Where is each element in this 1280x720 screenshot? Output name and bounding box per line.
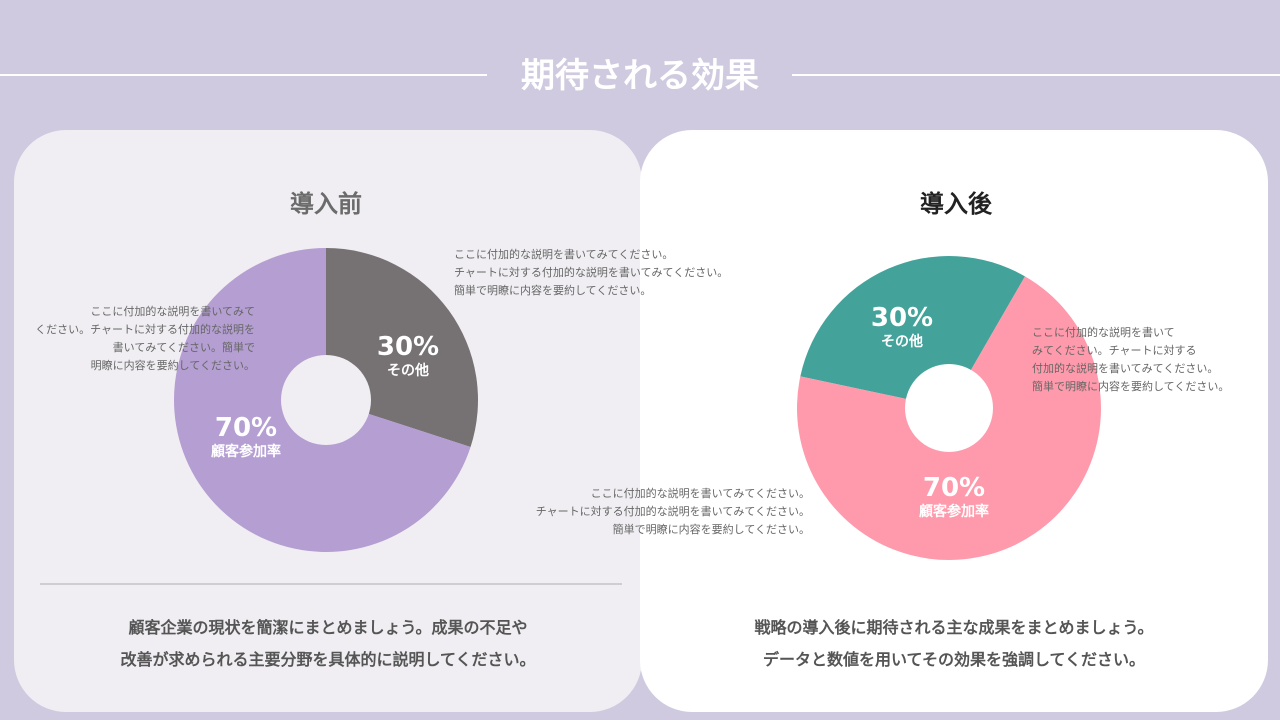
after-summary: 戦略の導入後に期待される主な成果をまとめましょう。 データと数値を用いてその効果を… (640, 612, 1268, 676)
before-summary-line: 顧客企業の現状を簡潔にまとめましょう。成果の不足や (128, 618, 528, 637)
before-pie (173, 248, 478, 552)
before-other-value: 30% (376, 332, 440, 362)
after-summary-line: 戦略の導入後に期待される主な成果をまとめましょう。 (754, 618, 1154, 637)
after-title: 導入後 (920, 190, 992, 218)
after-pie (797, 256, 1101, 561)
after-other-value: 30% (870, 303, 934, 333)
after-note-right: ここに付加的な説明を書いて みてください。チャートに対する 付加的な説明を書いて… (1032, 326, 1230, 393)
after-other-name: その他 (881, 334, 923, 350)
after-label-engagement: 70% 顧客参加率 (894, 473, 1014, 521)
title-rule-right (792, 74, 1280, 76)
after-label-other: 30% その他 (842, 303, 962, 351)
before-label-other: 30% その他 (348, 332, 468, 380)
page-title: 期待される効果 (521, 56, 759, 96)
after-summary-line: データと数値を用いてその効果を強調してください。 (762, 650, 1146, 669)
before-title: 導入前 (290, 190, 362, 218)
donut-hole (905, 364, 993, 452)
before-engagement-value: 70% (214, 413, 278, 443)
before-summary-line: 改善が求められる主要分野を具体的に説明してください。 (120, 650, 536, 669)
after-engagement-name: 顧客参加率 (919, 504, 989, 520)
before-summary: 顧客企業の現状を簡潔にまとめましょう。成果の不足や 改善が求められる主要分野を具体… (14, 612, 642, 676)
before-engagement-name: 顧客参加率 (211, 444, 281, 460)
title-rule-left (0, 74, 487, 76)
before-other-name: その他 (387, 363, 429, 379)
after-note-bottom: ここに付加的な説明を書いてみてください。 チャートに対する付加的な説明を書いてみ… (535, 487, 810, 536)
donut-hole (281, 355, 371, 445)
before-label-engagement: 70% 顧客参加率 (186, 413, 306, 461)
before-note-top: ここに付加的な説明を書いてみてください。 チャートに対する付加的な説明を書いてみ… (454, 248, 729, 297)
before-divider (40, 583, 622, 585)
after-engagement-value: 70% (922, 473, 986, 503)
before-note-left: ここに付加的な説明を書いてみて ください。チャートに対する付加的な説明を 書いて… (35, 305, 255, 372)
